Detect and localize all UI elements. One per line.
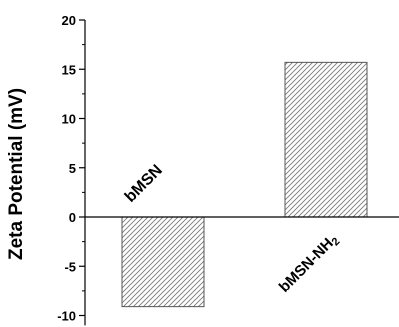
bar-bmsn-nh2	[284, 61, 368, 218]
y-axis-ticks: -10 -5 0 5 10 15 20	[57, 13, 85, 324]
bar-bmsn	[121, 216, 205, 308]
y-tick-label: 10	[62, 112, 76, 127]
y-tick-label: 20	[62, 13, 76, 28]
y-tick-label: -5	[64, 259, 76, 274]
y-tick-label: -10	[57, 309, 76, 324]
bars	[121, 61, 368, 308]
y-axis-label: Zeta Potential (mV)	[6, 88, 27, 260]
category-label-0: bMSN	[122, 162, 166, 206]
y-tick-label: 5	[69, 161, 76, 176]
category-label-1: bMSN-NH2	[276, 231, 343, 298]
y-tick-label: 15	[62, 62, 76, 77]
y-tick-label: 0	[69, 210, 76, 225]
